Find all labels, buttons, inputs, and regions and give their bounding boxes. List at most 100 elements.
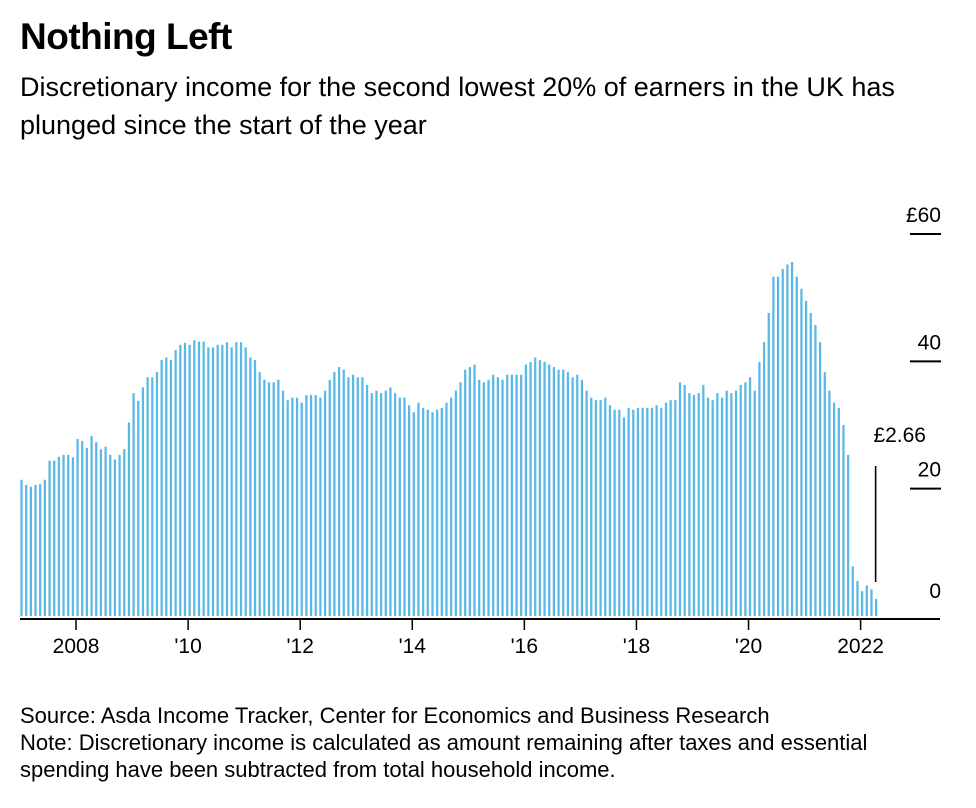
bar-2014-04	[426, 409, 429, 616]
bar-2021-10	[847, 454, 850, 616]
bar-2020-04	[762, 342, 766, 616]
bar-2008-12	[127, 422, 131, 616]
bar-2014-02	[417, 402, 420, 616]
bar-2017-06	[604, 397, 607, 616]
bar-2014-06	[436, 409, 439, 616]
x-tick-label: '14	[399, 635, 427, 658]
bar-2013-11	[403, 397, 406, 616]
bar-2009-11	[179, 344, 182, 616]
bar-2011-10	[286, 400, 289, 616]
bar-2022-03	[870, 589, 873, 616]
bar-2012-02	[305, 395, 308, 616]
bar-2007-07	[48, 460, 51, 616]
bar-2015-07	[496, 377, 499, 616]
callout-label: £2.66	[873, 424, 926, 447]
bar-2021-08	[837, 407, 840, 616]
bar-2021-05	[823, 372, 826, 616]
bar-2018-04	[650, 407, 654, 616]
bar-2020-10	[790, 262, 794, 616]
bar-2020-12	[800, 288, 803, 616]
bar-2017-04	[594, 400, 598, 616]
bar-2020-07	[776, 276, 780, 616]
bar-2010-01	[188, 344, 191, 616]
bar-2017-01	[580, 379, 584, 616]
bar-2012-12	[351, 374, 355, 616]
bar-2017-03	[590, 397, 593, 616]
bar-2011-05	[263, 379, 266, 616]
bar-2012-04	[314, 395, 317, 616]
bar-2020-09	[786, 264, 789, 616]
bar-2015-04	[482, 382, 485, 616]
bar-2012-01	[300, 402, 303, 616]
bar-2021-09	[842, 425, 845, 616]
y-tick-label: 40	[918, 331, 941, 354]
bar-2014-05	[431, 412, 434, 616]
bar-2021-07	[832, 402, 836, 616]
y-tick-label: 20	[918, 459, 941, 482]
bar-2010-02	[193, 340, 196, 616]
bar-2008-07	[104, 446, 107, 616]
x-tick-label: '12	[287, 635, 314, 658]
bar-2016-05	[543, 361, 546, 616]
bar-2019-08	[725, 390, 728, 616]
bar-2012-11	[347, 377, 350, 616]
bar-2010-09	[225, 342, 229, 616]
bar-2019-06	[716, 393, 719, 616]
bar-2013-09	[394, 393, 397, 616]
bar-2011-12	[295, 397, 299, 616]
bar-2022-04	[875, 599, 878, 616]
bar-2021-02	[809, 312, 812, 616]
bar-2016-01	[524, 364, 528, 616]
bar-2013-07	[384, 390, 387, 616]
bar-2015-11	[515, 374, 518, 616]
bar-2009-07	[160, 360, 163, 616]
bar-2020-11	[795, 276, 798, 616]
source-note: Source: Asda Income Tracker, Center for …	[20, 703, 770, 728]
bar-2015-02	[473, 364, 476, 616]
bar-2011-09	[281, 390, 285, 616]
bar-2018-05	[655, 405, 658, 616]
bar-2011-01	[244, 347, 247, 616]
bar-2014-12	[464, 369, 467, 616]
bar-2012-03	[309, 395, 313, 616]
bar-2007-01	[20, 479, 23, 616]
bar-2014-11	[459, 382, 462, 616]
bar-2007-09	[57, 456, 60, 616]
bar-2007-03	[29, 486, 32, 616]
bar-2020-02	[753, 390, 756, 616]
bar-2019-12	[744, 382, 747, 616]
bar-2008-05	[95, 442, 98, 616]
bar-2016-07	[552, 367, 556, 616]
bar-2017-07	[608, 405, 612, 616]
bar-2018-09	[674, 400, 677, 616]
bar-2014-01	[412, 412, 415, 616]
chart-footer: Source: Asda Income Tracker, Center for …	[20, 702, 970, 783]
bar-2010-07	[216, 344, 219, 616]
bar-2019-04	[706, 397, 710, 616]
y-axis: £60 40 20 0	[906, 204, 941, 603]
bar-2015-10	[510, 374, 513, 616]
bar-2011-04	[258, 372, 261, 616]
x-tick-label: '16	[511, 635, 538, 658]
bar-2009-09	[169, 360, 173, 616]
bar-2009-03	[141, 387, 145, 616]
bar-2019-03	[702, 384, 705, 616]
bar-2011-11	[291, 397, 294, 616]
bar-2018-10	[678, 382, 682, 616]
bar-2016-03	[534, 357, 537, 616]
bar-2009-01	[132, 393, 135, 616]
bar-2019-11	[739, 384, 742, 616]
bar-2008-10	[118, 454, 121, 616]
bar-2015-03	[478, 379, 481, 616]
x-tick-label: '20	[735, 635, 762, 658]
x-tick-label: 2022	[837, 635, 884, 658]
bar-2010-12	[239, 342, 243, 616]
bar-2017-11	[627, 407, 630, 616]
bar-2011-08	[277, 379, 280, 616]
bar-2019-10	[734, 390, 738, 616]
bar-2014-10	[454, 390, 457, 616]
methodology-note: Note: Discretionary income is calculated…	[20, 730, 868, 782]
bar-2013-12	[408, 405, 411, 616]
bar-2012-10	[342, 369, 345, 616]
bar-2008-06	[99, 449, 103, 616]
